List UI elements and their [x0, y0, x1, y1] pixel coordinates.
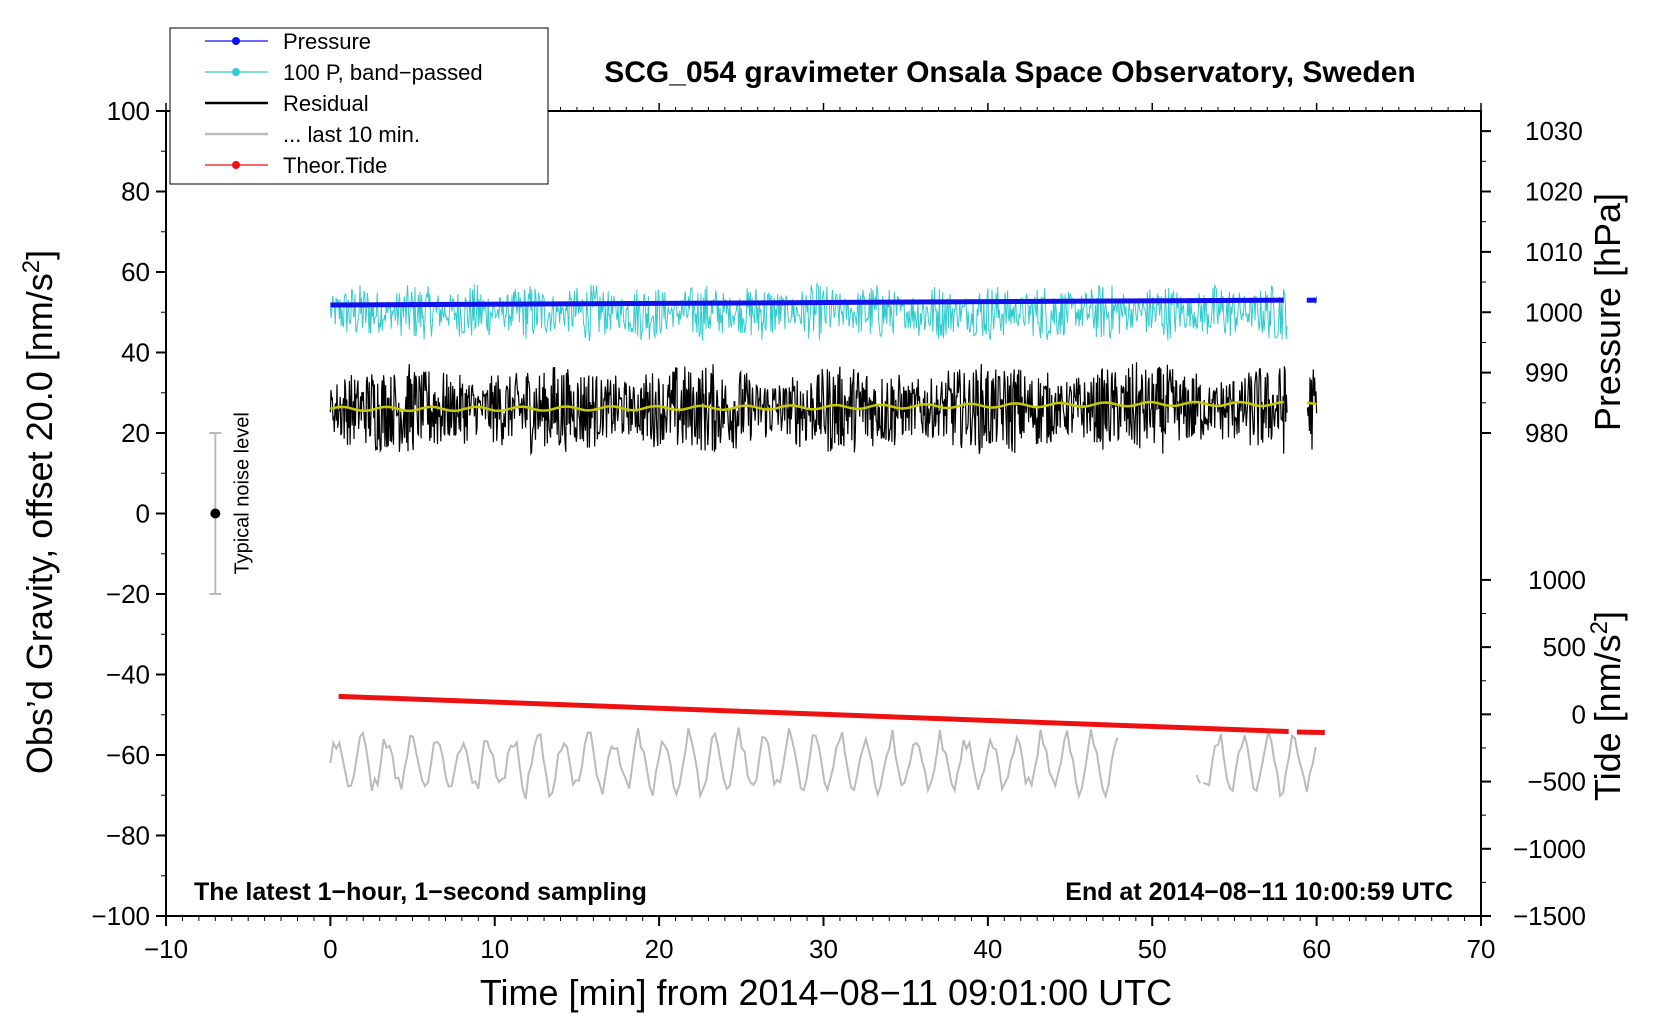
y-tick-label-left: 20: [121, 418, 150, 448]
x-tick-label: 70: [1467, 934, 1496, 964]
tide-tick-label: 0: [1572, 699, 1586, 729]
y-axis-title-tide: Tide [nm/s2]: [1586, 611, 1629, 801]
legend-label: Theor.Tide: [283, 153, 387, 178]
tide-tick-label: 500: [1543, 632, 1586, 662]
y-tick-label-left: −60: [106, 740, 150, 770]
x-axis-title: Time [min] from 2014−08−11 09:01:00 UTC: [480, 972, 1172, 1013]
data-layer: [329, 282, 1325, 800]
bandpassed-pressure-line: [329, 282, 1318, 342]
x-tick-label: 30: [809, 934, 838, 964]
legend-label: ... last 10 min.: [283, 122, 420, 147]
x-tick-label: 60: [1302, 934, 1331, 964]
pressure-tick-label: 980: [1525, 418, 1568, 448]
pressure-line: [330, 297, 1284, 308]
y-tick-label-left: −20: [106, 579, 150, 609]
noise-bar-dot: [210, 508, 221, 519]
legend-label: Pressure: [283, 29, 371, 54]
axes-layer: −10 0 10 20 30 40 50 60 70−100−80−60−40−20020406…: [91, 96, 1586, 964]
legend-marker: [232, 161, 240, 169]
y-tick-label-left: 0: [136, 499, 150, 529]
x-tick-label: 0: [323, 934, 337, 964]
theor-tide-line-end: [1296, 729, 1325, 735]
legend-box: [169, 27, 549, 185]
noise-bar-label: Typical noise level: [231, 412, 253, 574]
legend-marker: [232, 37, 240, 45]
y-tick-label-left: −40: [106, 660, 150, 690]
legend-marker: [232, 68, 240, 76]
y-tick-label-left: −80: [106, 821, 150, 851]
y-tick-label-left: 60: [121, 257, 150, 287]
pressure-tick-label: 1020: [1525, 177, 1583, 207]
y-tick-label-left: 40: [121, 338, 150, 368]
y-tick-label-left: −100: [91, 901, 150, 931]
y-tick-label-left: 100: [107, 96, 150, 126]
x-tick-label: 10: [480, 934, 509, 964]
pressure-tick-label: 1000: [1525, 297, 1583, 327]
x-tick-label: 40: [973, 934, 1002, 964]
y-tick-label-left: 80: [121, 177, 150, 207]
plot-frame: [165, 110, 1482, 917]
annotation-end-time: End at 2014−08−11 10:00:59 UTC: [1065, 878, 1453, 906]
pressure-tick-label: 1010: [1525, 237, 1583, 267]
pressure-tick-label: 990: [1525, 358, 1568, 388]
annotation-latest-hour: The latest 1−hour, 1−second sampling: [194, 878, 647, 906]
legend-label: Residual: [283, 91, 369, 116]
x-tick-label: 20: [645, 934, 674, 964]
tide-tick-label: −1500: [1513, 901, 1586, 931]
x-tick-label: −10: [144, 934, 188, 964]
residual-smoothed-line: [330, 400, 1317, 413]
legend: Pressure 100 P, band−passed Residual ... la…: [169, 27, 549, 185]
y-axis-title-left: Obs’d Gravity, offset 20.0 [nm/s2]: [18, 250, 61, 774]
last-10-min-line: [329, 727, 1317, 800]
chart-title: SCG_054 gravimeter Onsala Space Observat…: [604, 56, 1416, 89]
tide-tick-label: −500: [1527, 767, 1586, 797]
x-tick-label: 50: [1138, 934, 1167, 964]
y-axis-title-pressure: Pressure [hPa]: [1587, 193, 1628, 431]
noise-level-bar: Typical noise level: [209, 412, 253, 595]
theor-tide-line: [338, 693, 1289, 735]
tide-tick-label: −1000: [1513, 834, 1586, 864]
tide-tick-label: 1000: [1528, 565, 1586, 595]
legend-label: 100 P, band−passed: [283, 60, 483, 85]
pressure-tick-label: 1030: [1525, 116, 1583, 146]
